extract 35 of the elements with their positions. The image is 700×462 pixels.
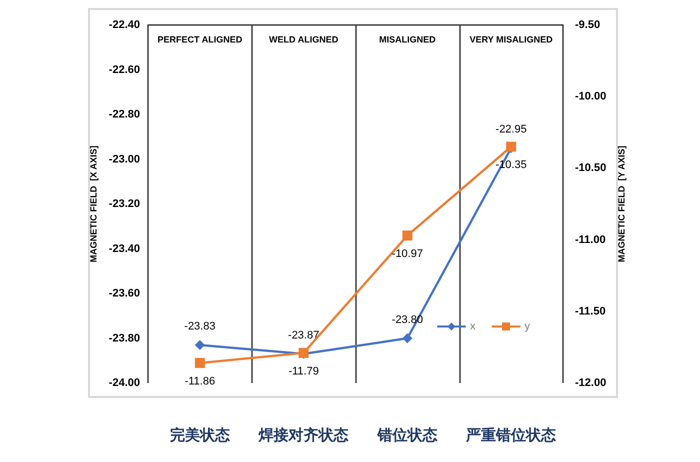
- y-tick-label: -23.80: [108, 332, 140, 344]
- y2-tick-label: -10.00: [575, 90, 606, 103]
- x-tick-label: MISALIGNED: [379, 34, 436, 44]
- point: [194, 358, 205, 368]
- x-tick-label: VERY MISALIGNED: [470, 34, 554, 44]
- text: 错位状态: [376, 427, 438, 444]
- y-tick-label: -23.20: [108, 198, 140, 210]
- y-tick-label: -22.40: [108, 19, 140, 31]
- text: 焊接对齐状态: [258, 426, 349, 444]
- y-tick-label: -23.40: [108, 242, 140, 255]
- data-label: -11.79: [288, 365, 319, 378]
- point: [402, 230, 412, 241]
- legend-label: y: [524, 320, 530, 332]
- y-tick-label: -24.00: [108, 377, 140, 389]
- data-label: -23.83: [184, 320, 216, 332]
- y2-tick-label: -10.50: [575, 162, 606, 174]
- x-tick-label: PERFECT ALIGNED: [158, 34, 243, 44]
- data-label: -10.97: [392, 248, 423, 260]
- y-axis-title: MAGNETIC FIELD [X AXIS]: [88, 146, 98, 262]
- text: 严重错位状态: [465, 427, 556, 444]
- y-tick-label: -22.60: [108, 64, 140, 76]
- y2-tick-label: -12.00: [575, 377, 606, 389]
- x-tick-label: WELD ALIGNED: [269, 34, 339, 44]
- y2-tick-label: -11.00: [575, 234, 606, 246]
- legend-label: x: [470, 320, 476, 332]
- y2-tick-label: -9.50: [575, 19, 600, 31]
- data-label: -11.86: [184, 375, 216, 388]
- y-tick-label: -22.80: [108, 108, 140, 120]
- y2-tick-label: -11.50: [575, 305, 606, 318]
- y2-axis-title: MAGNETIC FIELD [Y AXIS]: [616, 146, 627, 262]
- data-label: -23.87: [288, 329, 320, 342]
- y-tick-label: -23.00: [108, 153, 140, 166]
- y-tick-label: -23.60: [108, 288, 140, 300]
- text: 完美状态: [170, 426, 230, 444]
- data-label: -22.95: [496, 124, 527, 136]
